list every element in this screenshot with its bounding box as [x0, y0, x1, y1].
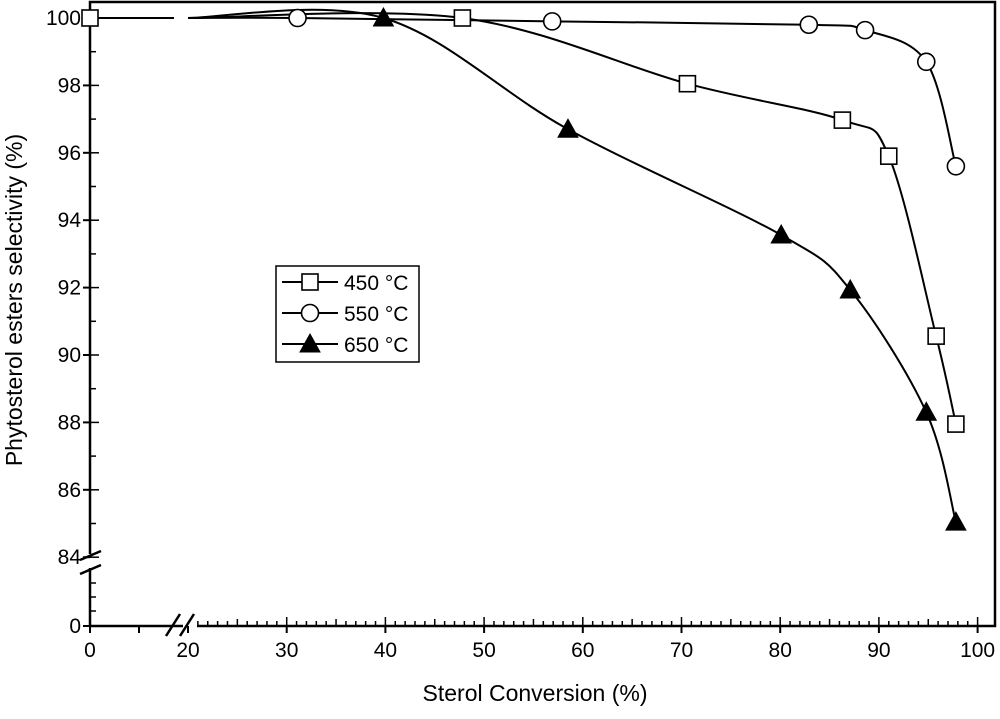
- x-axis-title: Sterol Conversion (%): [423, 680, 648, 706]
- data-point: [453, 9, 472, 27]
- y-tick-label: 98: [58, 74, 81, 97]
- series-line-1: [187, 16, 957, 167]
- legend-marker: [299, 332, 321, 353]
- series-curves: [90, 8, 957, 523]
- y-tick-label: 96: [58, 142, 81, 165]
- y-tick-label: 84: [58, 546, 82, 569]
- y-tick-label: 92: [58, 277, 81, 300]
- data-point: [916, 52, 936, 72]
- y-axis-title: Phytosterol esters selectivity (%): [1, 134, 27, 466]
- x-tick-label: 0: [84, 639, 96, 662]
- x-tick-label: 60: [571, 639, 594, 662]
- y-tick-label: 86: [58, 479, 81, 502]
- legend-marker: [300, 303, 320, 323]
- data-point: [879, 147, 898, 165]
- axis-ticks: 0 20 30 40 50 60 70 80 90 100 0 84 86 88 90 92 94 96 98 100: [46, 7, 995, 662]
- data-point: [770, 223, 793, 244]
- plot-frame: [79, 0, 997, 637]
- y-tick-label: 0: [69, 615, 81, 638]
- data-point: [855, 20, 875, 40]
- data-point: [945, 511, 967, 531]
- series-markers: [81, 6, 967, 531]
- legend: 450 °C 550 °C 650 °C: [275, 265, 420, 363]
- data-point: [833, 111, 852, 129]
- y-tick-label: 94: [58, 209, 82, 232]
- y-tick-label: 88: [58, 411, 81, 434]
- legend-label: 450 °C: [344, 272, 408, 295]
- data-point: [372, 6, 395, 27]
- data-point: [799, 15, 819, 35]
- x-tick-label: 50: [472, 639, 495, 662]
- x-tick-label: 40: [374, 639, 397, 662]
- data-point: [947, 415, 965, 433]
- data-point: [81, 9, 99, 27]
- x-tick-label: 70: [670, 639, 693, 662]
- data-point: [927, 327, 945, 345]
- series-line-0: [187, 12, 957, 425]
- data-point: [839, 278, 862, 299]
- x-tick-label: 80: [769, 639, 792, 662]
- data-point: [542, 12, 562, 31]
- data-point: [915, 401, 938, 421]
- data-point: [288, 8, 307, 28]
- legend-marker: [301, 273, 319, 291]
- legend-label: 650 °C: [344, 334, 408, 357]
- x-tick-label: 30: [275, 639, 298, 662]
- legend-label: 550 °C: [344, 303, 408, 326]
- data-point: [557, 118, 579, 138]
- series-line-2: [187, 8, 957, 523]
- axis-break-marks: [79, 549, 196, 637]
- x-tick-label: 100: [960, 639, 995, 662]
- y-tick-label: 90: [58, 344, 81, 367]
- data-point: [678, 74, 697, 93]
- y-tick-label: 100: [46, 7, 81, 30]
- x-tick-label: 20: [176, 639, 199, 662]
- x-tick-label: 90: [867, 639, 890, 662]
- axis-lines: [88, 0, 997, 628]
- data-point: [946, 156, 966, 176]
